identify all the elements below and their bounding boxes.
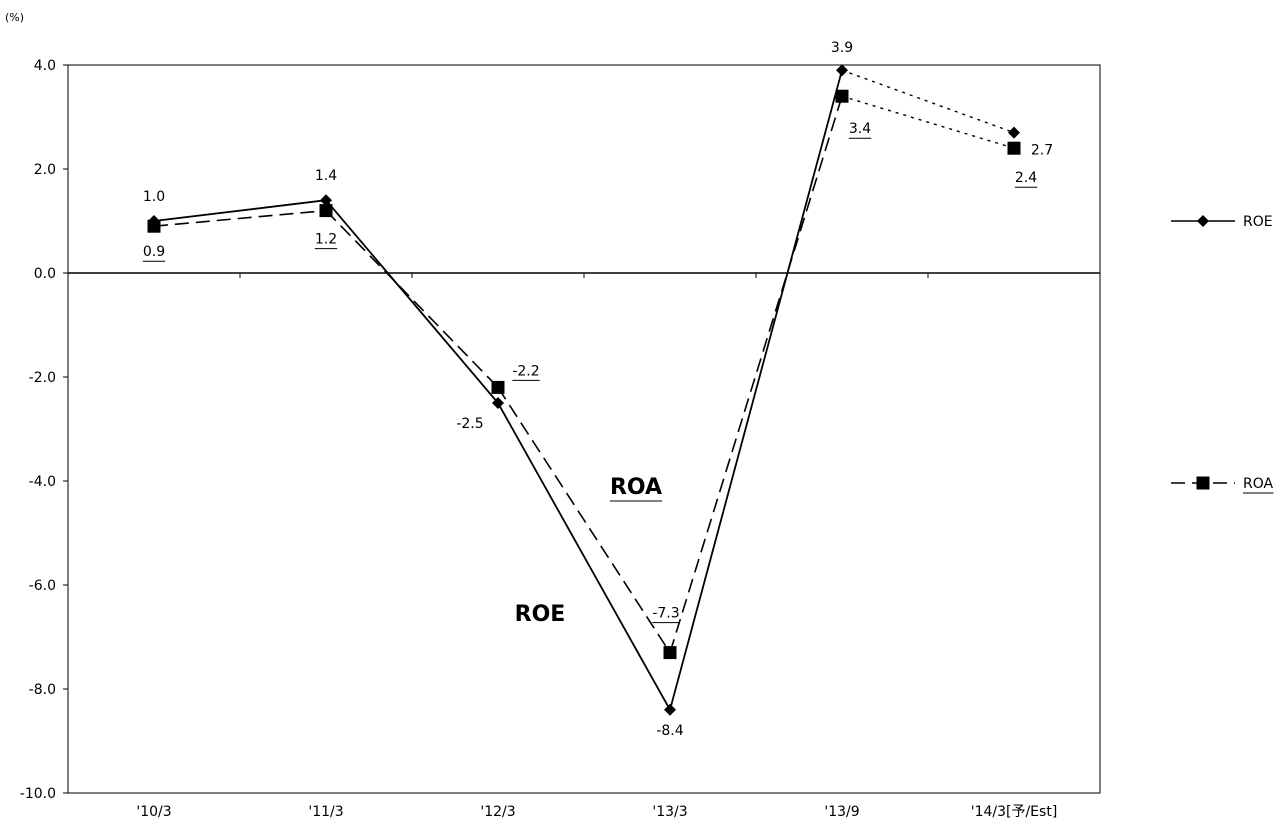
x-tick-label: '11/3 <box>308 804 343 820</box>
data-label-roa: 3.4 <box>849 121 871 137</box>
point-roe <box>836 64 848 77</box>
legend-marker-roa <box>1196 476 1210 490</box>
x-tick-label: '13/9 <box>824 804 859 820</box>
data-label-roa: -2.2 <box>512 363 539 379</box>
annotation-roe: ROE <box>515 602 566 627</box>
y-tick-label: 4.0 <box>34 58 56 74</box>
y-tick-label: -8.0 <box>29 682 56 698</box>
series-line-roa <box>841 95 1015 149</box>
series-line-roa <box>669 95 843 653</box>
point-roa <box>835 89 849 103</box>
series-line-roe <box>497 402 671 711</box>
point-roa <box>663 646 677 660</box>
annotation-roa: ROA <box>610 475 662 500</box>
x-tick-label: '12/3 <box>480 804 515 820</box>
data-label-roa: 1.2 <box>315 232 337 248</box>
data-label-roe: -8.4 <box>656 723 683 739</box>
series-line-roe <box>153 199 327 222</box>
series-line-roa <box>497 386 671 654</box>
point-roa <box>491 380 505 394</box>
data-label-roa: 0.9 <box>143 244 165 260</box>
y-tick-label: -6.0 <box>29 578 56 594</box>
data-label-roa: -7.3 <box>652 606 679 622</box>
legend-label-roe: ROE <box>1243 214 1273 230</box>
y-tick-label: 0.0 <box>34 266 56 282</box>
series-line-roa <box>153 209 327 227</box>
x-tick-label: '14/3[予/Est] <box>971 804 1058 820</box>
point-roa <box>1007 141 1021 155</box>
point-roa <box>147 219 161 233</box>
series-line-roe <box>325 199 499 404</box>
series-line-roe <box>669 69 843 711</box>
plot-area <box>67 64 1101 794</box>
y-tick-label: -4.0 <box>29 474 56 490</box>
unit-label: (%) <box>5 11 24 24</box>
data-label-roe: 3.9 <box>831 40 853 56</box>
legend-label-roa: ROA <box>1243 476 1274 492</box>
data-label-roa: 2.4 <box>1015 170 1037 186</box>
point-roe <box>1008 126 1020 139</box>
data-label-roe: 2.7 <box>1031 143 1053 159</box>
legend-marker-roe <box>1197 215 1209 227</box>
y-tick-label: -2.0 <box>29 370 56 386</box>
point-roe <box>664 703 676 716</box>
data-label-roe: 1.4 <box>315 168 337 184</box>
point-roa <box>319 204 333 218</box>
point-roe <box>492 397 504 409</box>
data-label-roe: -2.5 <box>456 416 483 432</box>
series-line-roa <box>325 210 499 388</box>
x-tick-label: '13/3 <box>652 804 687 820</box>
y-tick-label: -10.0 <box>20 786 56 802</box>
point-roe <box>320 194 332 207</box>
x-tick-label: '10/3 <box>136 804 171 820</box>
series-line-roe <box>841 69 1015 134</box>
y-tick-label: 2.0 <box>34 162 56 178</box>
data-label-roe: 1.0 <box>143 189 165 205</box>
